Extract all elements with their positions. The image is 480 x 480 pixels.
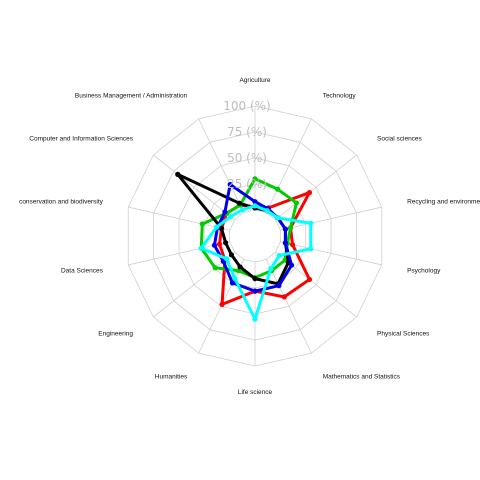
axis-label: Agriculture xyxy=(239,77,270,84)
tick-label: 50 (%) xyxy=(227,151,267,165)
grid-spoke xyxy=(280,241,382,266)
axis-labels: Agriculture Technology Social sciences Recy… xyxy=(19,77,480,396)
axis-label: Recycling and environmental managem xyxy=(407,198,480,205)
grid-spoke xyxy=(128,206,230,231)
series-point xyxy=(228,213,234,220)
series-point xyxy=(288,262,295,268)
series-point xyxy=(216,241,223,247)
series-point xyxy=(276,252,282,259)
axis-label: Social sciences xyxy=(377,136,423,143)
series-point xyxy=(252,288,258,294)
tick-label: 75 (%) xyxy=(227,125,267,139)
series-point xyxy=(232,275,238,281)
radar-grid xyxy=(127,105,383,367)
series-point xyxy=(236,200,242,206)
series-point xyxy=(264,208,270,214)
series-point xyxy=(306,276,313,283)
series-point xyxy=(212,265,218,271)
grid-ring xyxy=(229,209,281,263)
grid-spoke xyxy=(280,206,382,231)
tick-label: 25 (%) xyxy=(227,177,267,191)
axis-label: Psychology xyxy=(407,268,441,275)
series-point xyxy=(239,207,245,213)
axis-label: Engineering xyxy=(98,330,133,337)
series-point xyxy=(223,256,230,262)
series-point xyxy=(308,220,314,226)
series-point xyxy=(218,225,225,231)
series-point xyxy=(252,203,258,209)
grid-spoke xyxy=(265,118,312,213)
axis-label: conservation and biodiversity xyxy=(19,198,104,205)
series-point xyxy=(289,241,296,248)
series-point xyxy=(213,224,220,230)
series-point xyxy=(219,301,225,307)
axis-label: Business Management / Administration xyxy=(75,92,188,99)
series-point xyxy=(211,242,218,248)
series-point xyxy=(237,264,243,270)
grid-spoke xyxy=(275,154,357,221)
series-point xyxy=(252,176,258,182)
axis-label: Mathematics and Statistics xyxy=(323,374,401,381)
series-point xyxy=(276,283,282,289)
axis-label: Humanities xyxy=(155,374,188,381)
axis-label: Data Sciences xyxy=(61,268,104,275)
grid-spoke xyxy=(198,118,245,213)
axis-label: Computer and Information Sciences xyxy=(29,136,133,143)
series-point xyxy=(227,181,233,188)
tick-label: 100 (%) xyxy=(223,99,270,113)
series-point xyxy=(252,276,258,282)
series-point xyxy=(281,294,287,300)
series-point xyxy=(287,225,294,231)
series-point xyxy=(198,245,204,251)
series-point xyxy=(223,240,229,246)
series-4 xyxy=(211,181,295,294)
grid-spoke xyxy=(153,154,235,221)
axis-label: Life science xyxy=(238,389,273,396)
series-point xyxy=(275,215,281,221)
series-point xyxy=(229,280,236,286)
series-point xyxy=(293,200,300,206)
series-point xyxy=(306,189,313,196)
series-point xyxy=(222,209,228,215)
radial-tick-labels: 25 (%) 50 (%) 75 (%) 100 (%) xyxy=(223,99,270,191)
series-point xyxy=(252,199,258,205)
grid-spoke xyxy=(265,259,312,354)
series-point xyxy=(175,171,181,177)
series-point xyxy=(282,240,289,246)
series-point xyxy=(282,226,289,232)
series-point xyxy=(274,186,281,192)
series-5 xyxy=(198,203,314,322)
axis-label: Technology xyxy=(323,92,357,99)
series-point xyxy=(199,221,205,227)
series-point xyxy=(308,246,314,252)
axis-label: Physical Sciences xyxy=(377,330,430,337)
series-layer xyxy=(175,171,314,322)
series-point xyxy=(252,316,258,322)
series-point xyxy=(268,266,274,272)
series-point xyxy=(228,252,235,258)
grid-spoke xyxy=(153,251,235,318)
